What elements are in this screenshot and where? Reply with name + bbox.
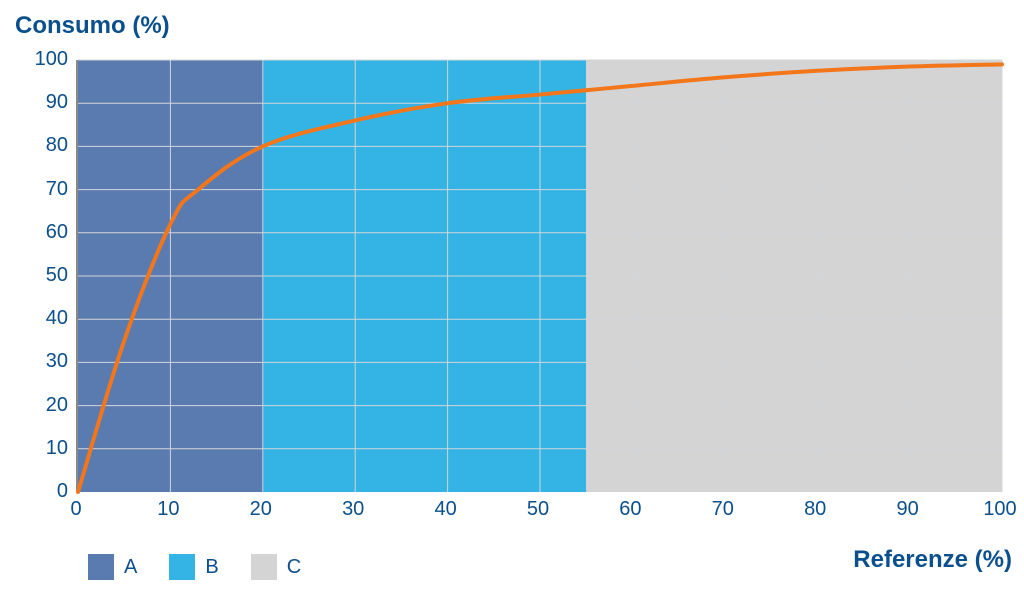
x-tick-label: 0 xyxy=(70,498,81,521)
legend-swatch xyxy=(88,554,114,580)
y-tick-label: 60 xyxy=(46,221,68,244)
plot-svg xyxy=(78,60,1002,492)
y-axis-title: Consumo (%) xyxy=(15,12,170,40)
legend-label: A xyxy=(124,556,137,579)
x-tick-label: 30 xyxy=(342,498,364,521)
x-tick-label: 60 xyxy=(619,498,641,521)
x-tick-label: 40 xyxy=(434,498,456,521)
plot-area xyxy=(76,60,1000,492)
y-tick-label: 10 xyxy=(46,437,68,460)
y-tick-label: 80 xyxy=(46,134,68,157)
x-tick-label: 10 xyxy=(157,498,179,521)
legend-item-b: B xyxy=(169,554,218,580)
y-tick-label: 50 xyxy=(46,264,68,287)
x-tick-label: 90 xyxy=(896,498,918,521)
x-axis-title: Referenze (%) xyxy=(853,546,1012,574)
y-tick-label: 70 xyxy=(46,178,68,201)
legend-item-c: C xyxy=(251,554,301,580)
legend-swatch xyxy=(251,554,277,580)
y-tick-label: 0 xyxy=(57,480,68,503)
y-tick-label: 20 xyxy=(46,394,68,417)
legend-swatch xyxy=(169,554,195,580)
x-tick-label: 20 xyxy=(250,498,272,521)
x-tick-label: 80 xyxy=(804,498,826,521)
pareto-chart: Consumo (%) Referenze (%) A B C 0 10 20 30 40 5… xyxy=(0,0,1024,594)
legend-label: C xyxy=(287,556,301,579)
y-tick-label: 40 xyxy=(46,307,68,330)
legend: A B C xyxy=(88,554,301,580)
y-tick-label: 30 xyxy=(46,350,68,373)
legend-label: B xyxy=(205,556,218,579)
x-tick-label: 50 xyxy=(527,498,549,521)
legend-item-a: A xyxy=(88,554,137,580)
x-tick-label: 70 xyxy=(712,498,734,521)
x-tick-label: 100 xyxy=(983,498,1016,521)
y-tick-label: 100 xyxy=(35,48,68,71)
y-tick-label: 90 xyxy=(46,91,68,114)
